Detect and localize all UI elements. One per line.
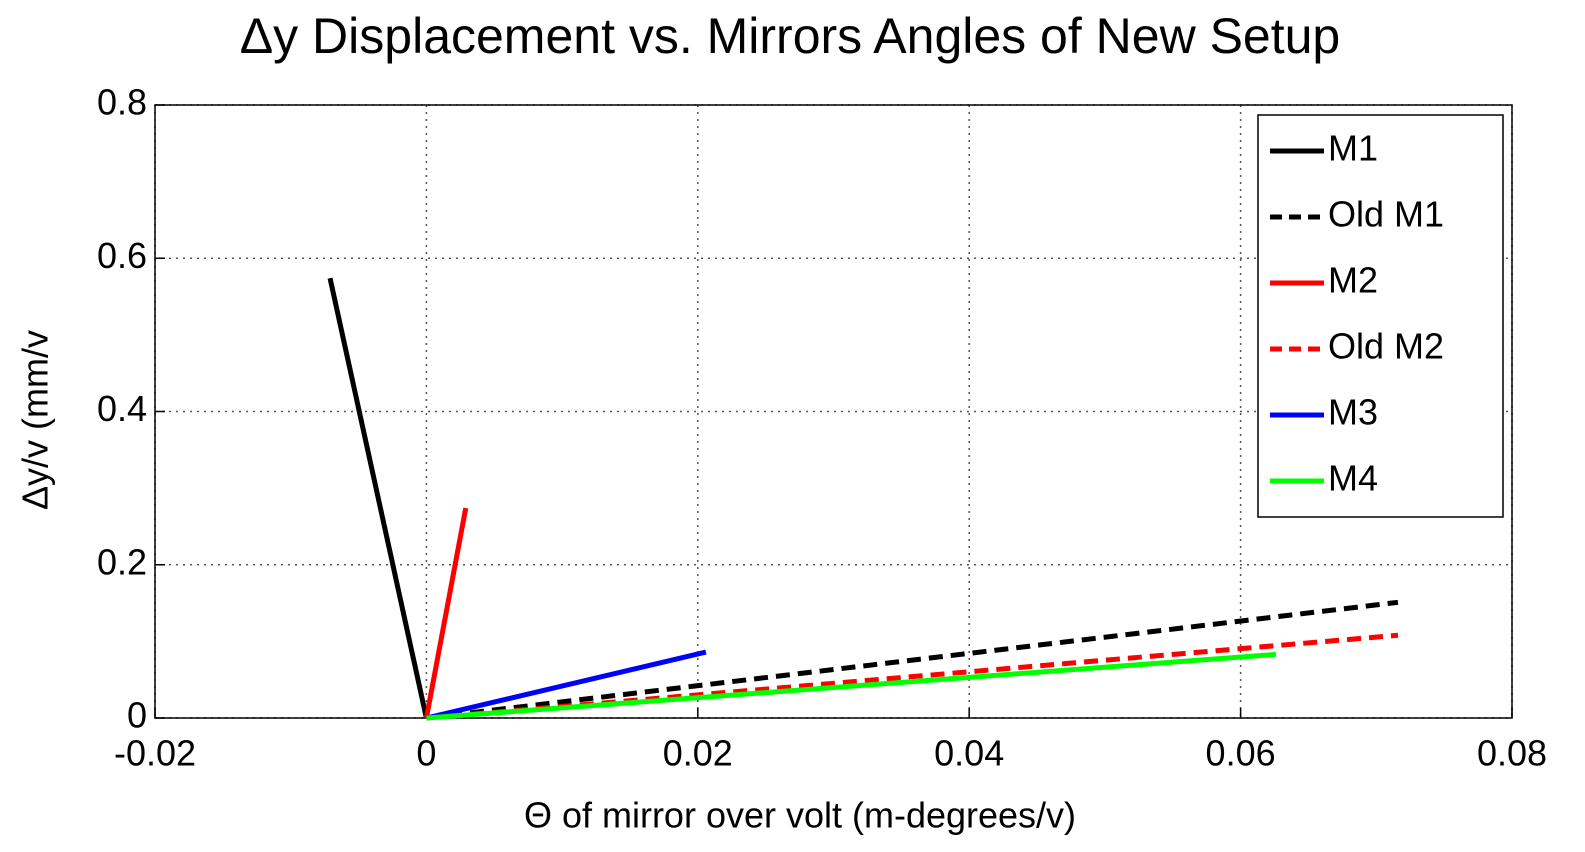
- legend-label: M3: [1328, 392, 1378, 433]
- legend-label: Old M1: [1328, 194, 1444, 235]
- y-tick-label: 0.6: [97, 235, 147, 276]
- series-line: [423, 507, 469, 719]
- x-tick-label: 0: [416, 733, 436, 774]
- legend-label: M4: [1328, 458, 1378, 499]
- y-tick-label: 0: [127, 695, 147, 736]
- plot-frame: [154, 104, 1513, 719]
- x-tick-label: 0.02: [663, 733, 733, 774]
- legend-label: M2: [1328, 260, 1378, 301]
- y-tick-label: 0.4: [97, 388, 147, 429]
- y-tick-label: 0.2: [97, 541, 147, 582]
- legend-label: Old M2: [1328, 326, 1444, 367]
- chart-title: Δy Displacement vs. Mirrors Angles of Ne…: [240, 8, 1340, 64]
- legend-label: M1: [1328, 128, 1378, 169]
- x-tick-label: 0.04: [934, 733, 1004, 774]
- x-tick-label: -0.02: [114, 733, 196, 774]
- series-line: [327, 277, 429, 719]
- y-axis-label: Δy/v (mm/v: [15, 330, 56, 510]
- x-axis-label: Θ of mirror over volt (m-degrees/v): [524, 795, 1076, 836]
- series-line: [426, 651, 1277, 721]
- x-tick-label: 0.08: [1477, 733, 1547, 774]
- y-tick-label: 0.8: [97, 82, 147, 123]
- legend-box: [1257, 114, 1504, 518]
- x-tick-label: 0.06: [1206, 733, 1276, 774]
- series-line: [426, 599, 1399, 721]
- series-line: [425, 649, 707, 721]
